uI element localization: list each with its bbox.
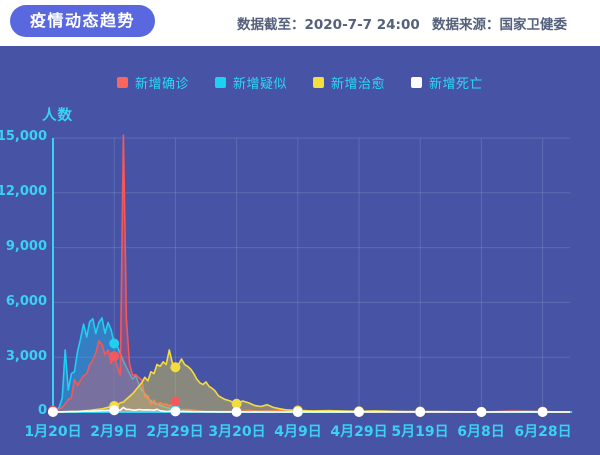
legend-item-deaths[interactable]: 新增死亡 xyxy=(411,73,483,92)
x-tick-label: 5月19日 xyxy=(391,424,449,440)
deaths-swatch-icon xyxy=(411,77,423,88)
x-tick-label: 4月29日 xyxy=(330,424,388,440)
data-source-value: 国家卫健委 xyxy=(499,17,568,33)
x-tick-label: 2月9日 xyxy=(90,424,138,440)
data-as-of: 数据截至：2020-7-7 24:00 xyxy=(237,13,420,33)
trend-plot xyxy=(48,134,573,417)
y-tick-label: 0 xyxy=(37,403,47,418)
legend-item-confirmed[interactable]: 新增确诊 xyxy=(116,73,189,92)
x-tick-label: 2月29日 xyxy=(146,424,204,440)
x-tick-label: 6月8日 xyxy=(457,424,505,440)
y-tick-label: 9,000 xyxy=(5,239,47,254)
x-tick-label: 3月20日 xyxy=(208,424,266,440)
data-source-label: 数据来源： xyxy=(432,17,500,33)
y-tick-label: 12,000 xyxy=(0,184,47,199)
legend-label: 新增死亡 xyxy=(429,77,484,92)
data-source: 数据来源：国家卫健委 xyxy=(432,13,567,33)
confirmed-swatch-icon xyxy=(116,77,128,88)
legend-item-cured[interactable]: 新增治愈 xyxy=(313,73,385,92)
chart-legend: 新增确诊 新增疑似 新增治愈 新增死亡 xyxy=(0,73,600,92)
legend-label: 新增治愈 xyxy=(331,77,386,92)
x-tick-label: 1月20日 xyxy=(24,424,82,440)
cured-swatch-icon xyxy=(313,77,324,88)
y-tick-label: 6,000 xyxy=(5,294,47,309)
legend-item-suspected[interactable]: 新增疑似 xyxy=(214,73,287,92)
legend-label: 新增疑似 xyxy=(232,77,287,92)
suspected-swatch-icon xyxy=(214,77,226,88)
legend-label: 新增确诊 xyxy=(134,77,189,92)
data-as-of-value: 2020-7-7 24:00 xyxy=(304,17,420,33)
y-axis-title: 人数 xyxy=(42,108,73,124)
data-as-of-label: 数据截至： xyxy=(237,17,305,33)
x-tick-label: 4月9日 xyxy=(274,424,322,440)
y-tick-label: 15,000 xyxy=(0,129,47,144)
page-title: 疫情动态趋势 xyxy=(10,5,156,37)
trend-chart-panel: 新增确诊 新增疑似 新增治愈 新增死亡 人数 0 3,000 6,000 9,0… xyxy=(0,46,600,455)
y-tick-label: 3,000 xyxy=(5,349,47,364)
x-tick-label: 6月28日 xyxy=(514,424,572,440)
header-bar: 疫情动态趋势 数据截至：2020-7-7 24:00 数据来源：国家卫健委 xyxy=(0,0,600,46)
